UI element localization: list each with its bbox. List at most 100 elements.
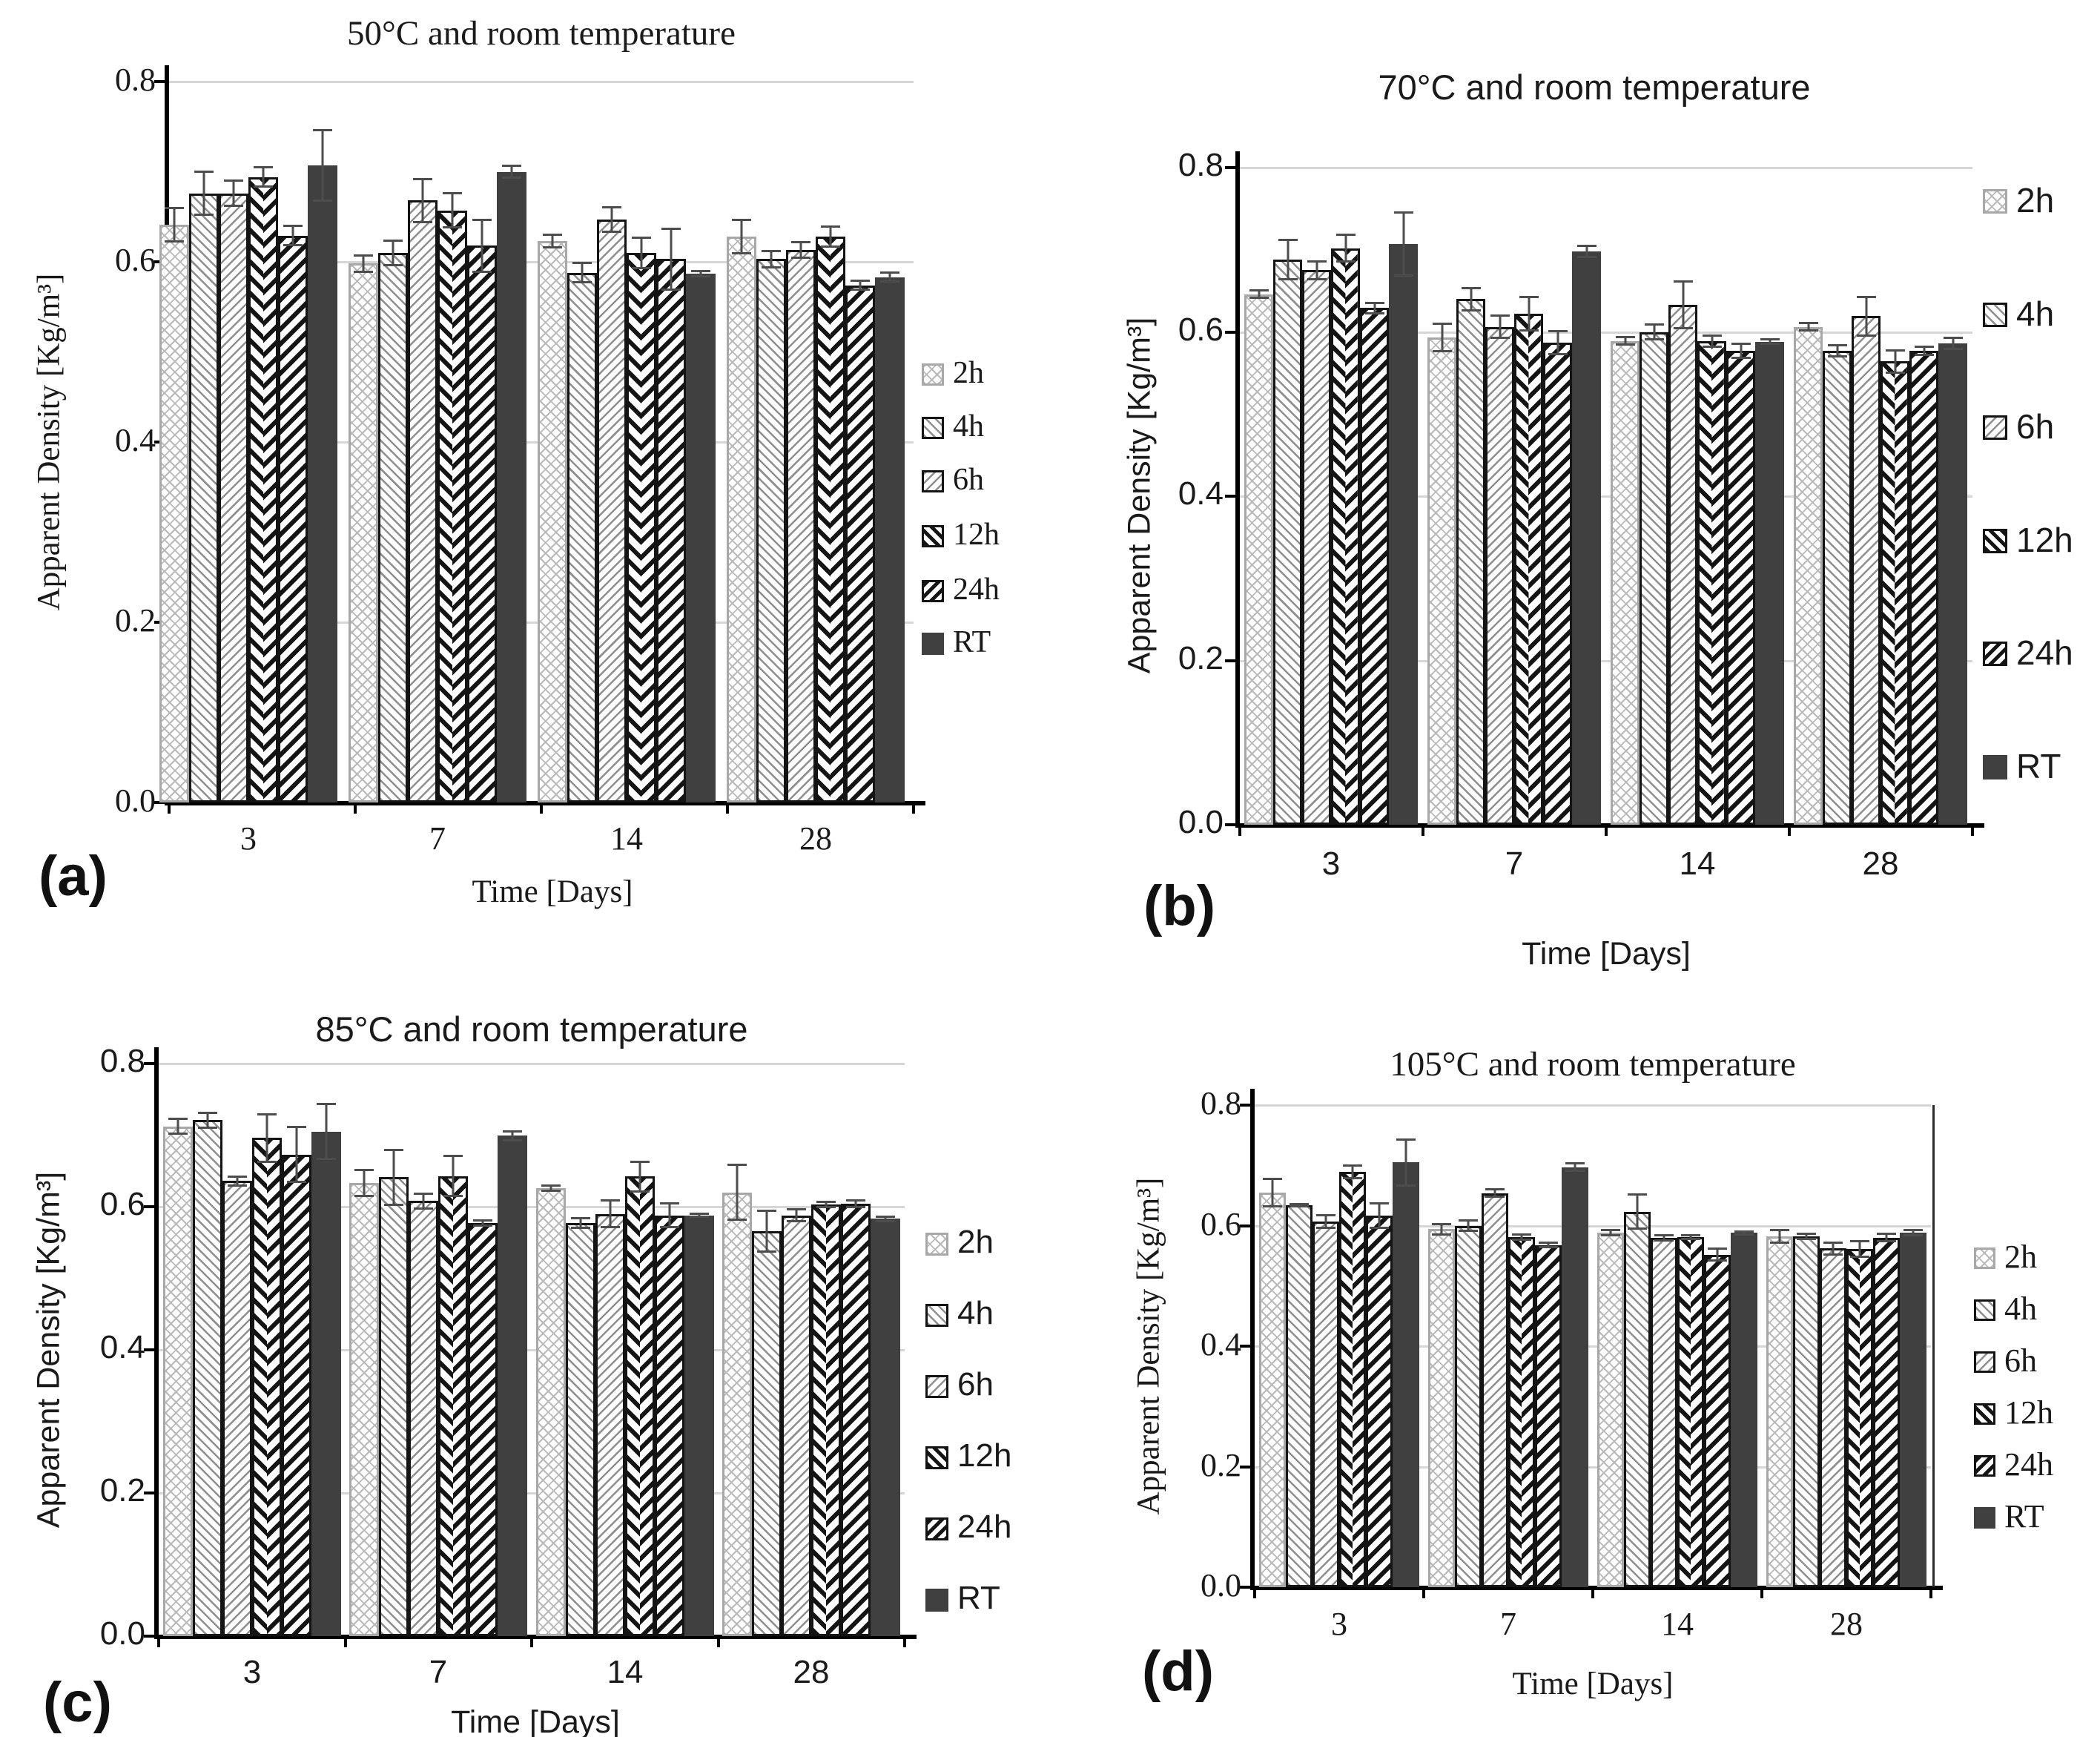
- error-bar-cap-top: [1654, 1233, 1674, 1236]
- bar-6h-day7: [408, 200, 438, 802]
- error-bar-cap-top: [1393, 211, 1413, 214]
- error-bar-24h-day3: [1370, 1202, 1389, 1229]
- error-bar-cap-top: [1731, 342, 1751, 345]
- gridline: [1240, 331, 1972, 334]
- bar-6h-day14: [597, 219, 627, 802]
- bar-4h-day3: [189, 193, 219, 802]
- error-bar-cap-bottom: [1459, 1229, 1478, 1232]
- error-bar-6h-day28: [1856, 295, 1876, 337]
- x-tick-label: 7: [429, 1654, 448, 1690]
- error-bar-cap-bottom: [194, 214, 214, 217]
- bar-6h-day14: [595, 1213, 625, 1636]
- legend-label-RT: RT: [2016, 746, 2061, 785]
- error-bar-cap-top: [602, 205, 621, 208]
- error-bar-cap-bottom: [1490, 337, 1510, 340]
- error-bar-RT-day7: [1576, 245, 1597, 258]
- error-bar-cap-top: [502, 164, 521, 167]
- error-bar-stem: [854, 1199, 857, 1208]
- y-tick: [154, 80, 165, 83]
- bar-2h-day28: [1766, 1236, 1793, 1587]
- x-tick: [1760, 1587, 1763, 1598]
- error-bar-cap-bottom: [198, 1126, 217, 1129]
- plot-right-border: [1932, 1105, 1935, 1587]
- gridline: [169, 622, 914, 624]
- error-bar-cap-top: [816, 1201, 836, 1204]
- legend-label-RT: RT: [2004, 1498, 2044, 1535]
- error-bar-stem: [1836, 344, 1838, 357]
- legend-label-6h: 6h: [953, 462, 984, 497]
- error-bar-stem: [1807, 322, 1809, 332]
- error-bar-stem: [481, 1219, 484, 1227]
- x-tick: [1929, 1587, 1932, 1598]
- bar-RT-day3: [311, 1131, 341, 1636]
- gridline: [159, 1349, 905, 1351]
- error-bar-cap-bottom: [791, 257, 810, 260]
- error-bar-stem: [1271, 1177, 1274, 1208]
- error-bar-cap-top: [1370, 1202, 1389, 1204]
- gridline: [169, 261, 914, 263]
- error-bar-cap-top: [1770, 1229, 1789, 1232]
- error-bar-cap-bottom: [602, 231, 621, 234]
- error-bar-cap-bottom: [846, 1205, 865, 1208]
- bar-24h-day14: [655, 1215, 684, 1636]
- error-bar-stem: [1952, 337, 1954, 350]
- error-bar-stem: [765, 1209, 768, 1253]
- error-bar-cap-top: [1290, 1202, 1309, 1205]
- panel-d-letter: (d): [1142, 1640, 1215, 1703]
- bar-4h-day7: [378, 252, 408, 802]
- error-bar-cap-bottom: [443, 1195, 463, 1198]
- legend-label-24h: 24h: [2004, 1446, 2053, 1483]
- error-bar-2h-day14: [1615, 336, 1635, 346]
- x-tick: [343, 1636, 347, 1647]
- legend-swatch-24h: [922, 580, 944, 602]
- error-bar-stem: [176, 1118, 179, 1136]
- bar-2h-day14: [1611, 340, 1640, 825]
- error-bar-cap-top: [630, 1161, 650, 1164]
- error-bar-cap-bottom: [1512, 1238, 1531, 1241]
- x-tick: [726, 802, 729, 814]
- error-bar-cap-bottom: [1393, 274, 1413, 277]
- gridline: [1255, 1225, 1931, 1227]
- bar-RT-day3: [1393, 1162, 1419, 1587]
- error-bar-cap-bottom: [1856, 334, 1876, 337]
- legend-label-RT: RT: [957, 1580, 1000, 1617]
- error-bar-cap-bottom: [413, 220, 432, 223]
- bar-2h-day28: [727, 236, 756, 802]
- error-bar-cap-bottom: [1673, 327, 1693, 330]
- error-bar-24h-day28: [851, 280, 870, 291]
- error-bar-2h-day14: [541, 1184, 561, 1192]
- error-bar-cap-bottom: [1364, 312, 1384, 315]
- error-bar-cap-bottom: [1519, 329, 1539, 332]
- panel-d-y-axis-label: Apparent Density [Kg/m³]: [1131, 1177, 1166, 1515]
- error-bar-4h-day28: [762, 250, 781, 268]
- error-bar-stem: [362, 254, 365, 273]
- error-bar-cap-top: [1539, 1241, 1558, 1244]
- bar-24h-day3: [278, 235, 308, 802]
- error-bar-cap-bottom: [354, 270, 373, 273]
- bar-2h-day14: [1597, 1233, 1624, 1587]
- panel-b-title: 70°C and room temperature: [1378, 67, 1811, 107]
- x-tick-label: 7: [1505, 846, 1524, 882]
- error-bar-4h-day3: [1278, 239, 1298, 280]
- error-bar-cap-bottom: [443, 226, 462, 229]
- error-bar-RT-day14: [1734, 1230, 1754, 1236]
- error-bar-2h-day14: [543, 234, 562, 248]
- legend-swatch-6h: [1983, 415, 2007, 440]
- bar-2h-day28: [1794, 326, 1823, 825]
- bar-12h-day3: [248, 177, 278, 802]
- error-bar-cap-top: [541, 1184, 561, 1187]
- error-bar-RT-day14: [690, 1212, 709, 1219]
- error-bar-cap-top: [383, 239, 403, 242]
- bar-6h-day7: [1485, 326, 1514, 825]
- error-bar-cap-top: [443, 192, 462, 195]
- error-bar-cap-bottom: [1877, 1240, 1896, 1243]
- x-tick: [530, 1636, 533, 1647]
- error-bar-cap-bottom: [1370, 1226, 1389, 1229]
- error-bar-cap-top: [317, 1103, 336, 1106]
- error-bar-cap-top: [1485, 1188, 1505, 1191]
- error-bar-cap-bottom: [1335, 260, 1356, 263]
- legend-swatch-12h: [922, 525, 944, 547]
- error-bar-cap-top: [571, 1217, 590, 1220]
- error-bar-cap-top: [165, 206, 184, 209]
- error-bar-stem: [363, 1168, 366, 1198]
